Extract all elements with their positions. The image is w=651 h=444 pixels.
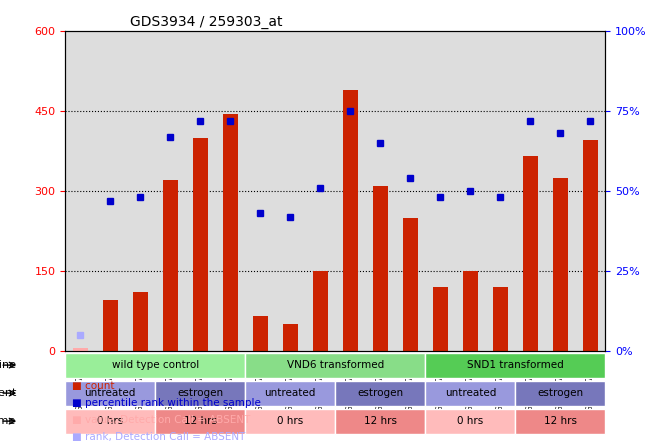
Bar bbox=[373, 186, 388, 351]
Text: ■ rank, Detection Call = ABSENT: ■ rank, Detection Call = ABSENT bbox=[72, 432, 245, 442]
Text: GDS3934 / 259303_at: GDS3934 / 259303_at bbox=[130, 15, 283, 29]
Text: ■ value, Detection Call = ABSENT: ■ value, Detection Call = ABSENT bbox=[72, 415, 250, 425]
FancyBboxPatch shape bbox=[425, 408, 516, 434]
Bar bbox=[403, 218, 418, 351]
Bar bbox=[73, 349, 88, 351]
Text: ■ percentile rank within the sample: ■ percentile rank within the sample bbox=[72, 398, 260, 408]
Bar bbox=[312, 271, 327, 351]
Text: estrogen: estrogen bbox=[537, 388, 583, 398]
Bar bbox=[493, 287, 508, 351]
Text: cell line: cell line bbox=[0, 360, 16, 370]
Bar bbox=[103, 301, 118, 351]
FancyBboxPatch shape bbox=[155, 408, 245, 434]
Bar bbox=[133, 293, 148, 351]
Text: 12 hrs: 12 hrs bbox=[364, 416, 397, 426]
FancyBboxPatch shape bbox=[245, 381, 335, 406]
FancyBboxPatch shape bbox=[155, 381, 245, 406]
Text: untreated: untreated bbox=[85, 388, 136, 398]
Bar bbox=[583, 140, 598, 351]
FancyBboxPatch shape bbox=[516, 381, 605, 406]
Bar bbox=[433, 287, 448, 351]
Text: SND1 transformed: SND1 transformed bbox=[467, 360, 564, 370]
Bar bbox=[223, 114, 238, 351]
FancyBboxPatch shape bbox=[516, 408, 605, 434]
FancyBboxPatch shape bbox=[245, 408, 335, 434]
Text: 12 hrs: 12 hrs bbox=[184, 416, 217, 426]
Bar bbox=[553, 178, 568, 351]
Text: agent: agent bbox=[0, 388, 16, 398]
Bar bbox=[463, 271, 478, 351]
Bar bbox=[343, 90, 358, 351]
Text: 12 hrs: 12 hrs bbox=[544, 416, 577, 426]
Text: 0 hrs: 0 hrs bbox=[97, 416, 123, 426]
Bar bbox=[283, 325, 298, 351]
Text: 0 hrs: 0 hrs bbox=[277, 416, 303, 426]
Text: ■ count: ■ count bbox=[72, 381, 114, 391]
FancyBboxPatch shape bbox=[245, 353, 425, 378]
Bar bbox=[193, 138, 208, 351]
Text: time: time bbox=[0, 416, 16, 426]
Text: estrogen: estrogen bbox=[357, 388, 404, 398]
Text: wild type control: wild type control bbox=[111, 360, 199, 370]
Bar bbox=[523, 156, 538, 351]
FancyBboxPatch shape bbox=[425, 381, 516, 406]
Text: VND6 transformed: VND6 transformed bbox=[286, 360, 384, 370]
Text: untreated: untreated bbox=[264, 388, 316, 398]
FancyBboxPatch shape bbox=[65, 381, 155, 406]
Bar bbox=[163, 180, 178, 351]
FancyBboxPatch shape bbox=[65, 408, 155, 434]
Text: estrogen: estrogen bbox=[177, 388, 223, 398]
FancyBboxPatch shape bbox=[65, 353, 245, 378]
Bar bbox=[253, 317, 268, 351]
Text: 0 hrs: 0 hrs bbox=[457, 416, 484, 426]
FancyBboxPatch shape bbox=[425, 353, 605, 378]
FancyBboxPatch shape bbox=[335, 381, 425, 406]
Text: untreated: untreated bbox=[445, 388, 496, 398]
FancyBboxPatch shape bbox=[335, 408, 425, 434]
